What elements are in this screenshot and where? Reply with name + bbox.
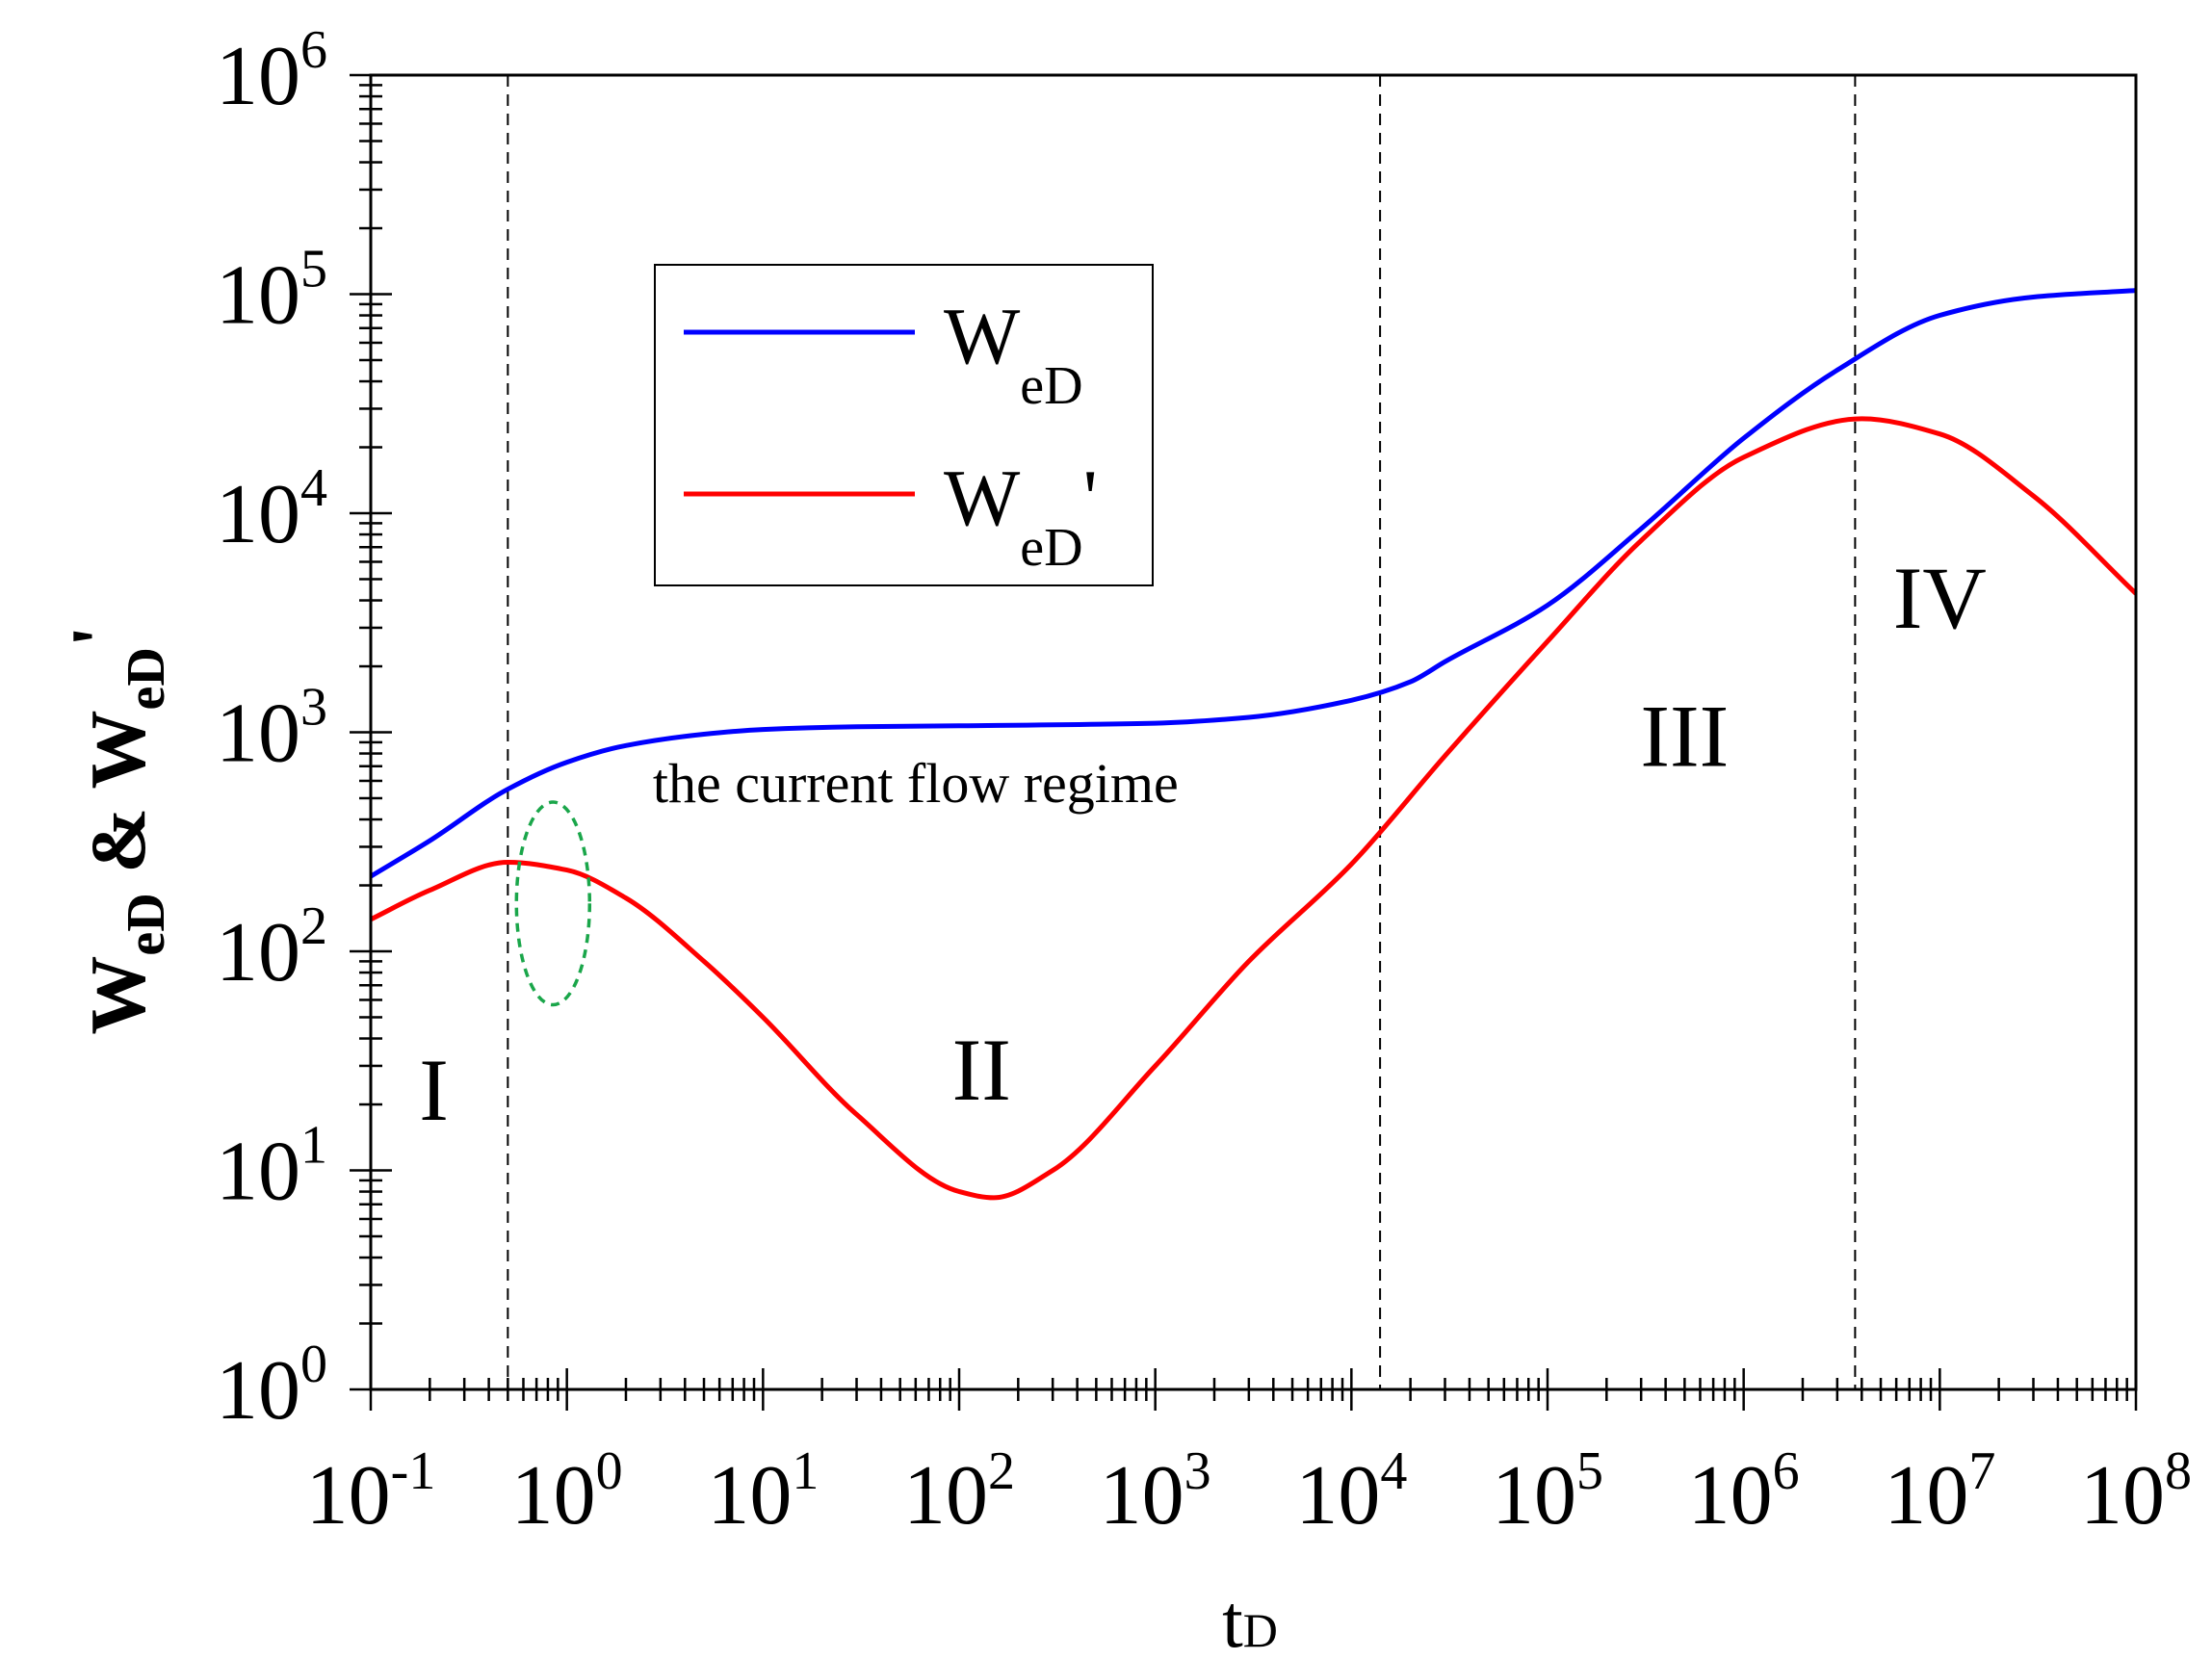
- region-label: IV: [1893, 549, 1987, 647]
- y-tick-label: 104: [216, 458, 327, 561]
- y-axis-label: WeD & WeD': [55, 625, 176, 1034]
- y-axis-label-mid: & W: [74, 710, 162, 893]
- legend: WeD WeD': [654, 264, 1154, 586]
- x-axis-label-sub: D: [1243, 1603, 1278, 1657]
- x-tick-label: 104: [1295, 1441, 1407, 1543]
- region-label: II: [952, 1021, 1011, 1119]
- x-tick-label: 108: [2080, 1441, 2192, 1543]
- x-tick-label: 102: [903, 1441, 1015, 1543]
- y-axis-label-prime: ': [55, 625, 143, 647]
- marker-ellipse: [514, 800, 592, 1007]
- y-tick-label: 100: [216, 1335, 327, 1438]
- legend-label-weD: WeD: [944, 292, 1083, 416]
- y-axis-label-sub2: eD: [117, 647, 176, 710]
- x-tick-label: 103: [1100, 1441, 1211, 1543]
- y-tick-label: 101: [216, 1116, 327, 1219]
- annotation-current-flow-regime: the current flow regime: [653, 752, 1179, 815]
- legend-label-weD-prime: WeD': [944, 454, 1098, 578]
- y-axis-ticks: [350, 73, 392, 1391]
- x-axis-label: tD: [1222, 1579, 1278, 1660]
- series-weD-prime-line: [369, 416, 2138, 1201]
- x-tick-label: 100: [511, 1441, 623, 1543]
- y-axis-label-sub1: eD: [117, 893, 176, 955]
- x-tick-label: 10-1: [306, 1441, 436, 1543]
- x-axis-ticks: [369, 1368, 2138, 1411]
- plot-frame: [369, 73, 2138, 1391]
- y-tick-label: 105: [216, 240, 327, 343]
- x-tick-label: 106: [1688, 1441, 1800, 1543]
- curves: [369, 288, 2138, 1201]
- x-tick-label: 107: [1884, 1441, 1995, 1543]
- legend-box: [654, 264, 1154, 586]
- x-tick-label: 101: [707, 1441, 819, 1543]
- x-tick-labels: 10-1 100 101 102 103 104 105 106 107 108: [306, 1441, 2192, 1543]
- series-weD-line: [369, 288, 2137, 879]
- x-tick-label: 105: [1492, 1441, 1603, 1543]
- y-axis-label-w1: W: [74, 956, 162, 1035]
- region-label: III: [1640, 687, 1729, 786]
- region-label: I: [419, 1041, 449, 1139]
- y-tick-labels: 100 101 102 103 104 105 106: [216, 20, 327, 1438]
- y-tick-label: 102: [216, 896, 327, 999]
- y-tick-label: 106: [216, 20, 327, 123]
- x-axis-label-main: t: [1222, 1579, 1243, 1660]
- y-tick-label: 103: [216, 678, 327, 781]
- regime-boundaries: [507, 75, 1857, 1389]
